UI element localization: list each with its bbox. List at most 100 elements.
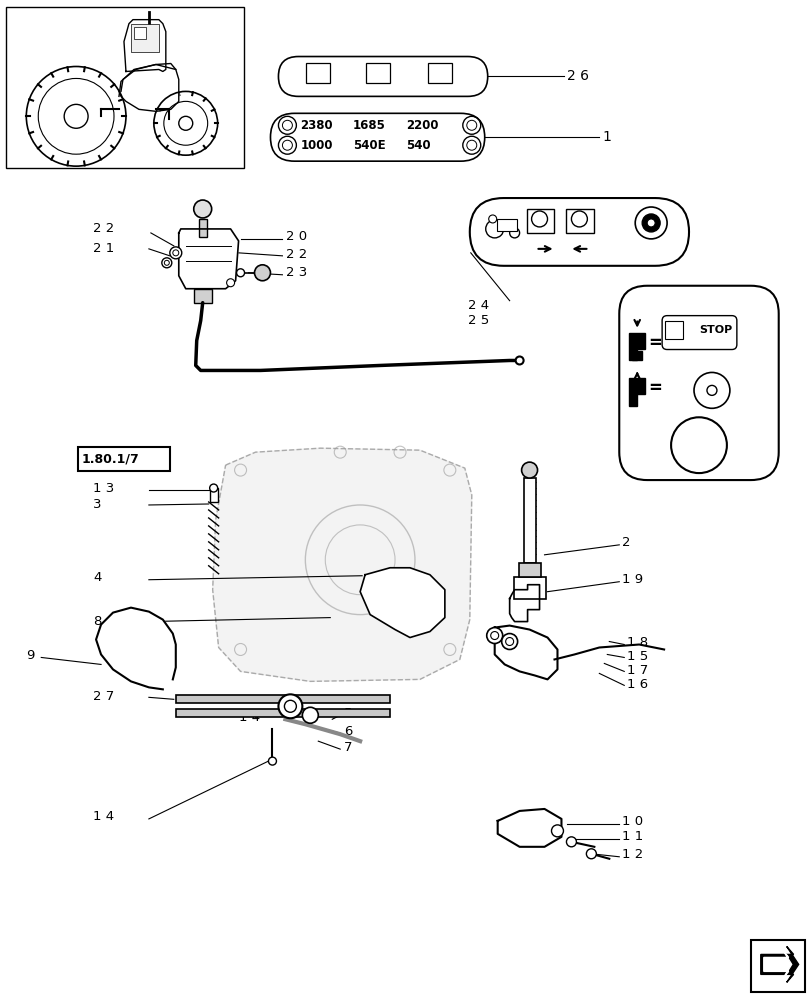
Bar (78, 447, 169, 471)
Polygon shape (497, 809, 560, 847)
Bar (209, 488, 217, 502)
Text: 2 3: 2 3 (286, 266, 307, 279)
Text: 2380: 2380 (300, 119, 333, 132)
Circle shape (642, 214, 659, 232)
Text: 3: 3 (93, 498, 101, 511)
Text: 2 7: 2 7 (93, 690, 114, 703)
Text: 1 4: 1 4 (238, 711, 260, 724)
Text: 1000: 1000 (309, 77, 327, 83)
Text: 8: 8 (93, 615, 101, 628)
Circle shape (169, 247, 182, 259)
Text: 2 2: 2 2 (286, 248, 307, 261)
Bar (306, 63, 330, 83)
Text: STOP: STOP (698, 325, 732, 335)
Polygon shape (494, 626, 557, 679)
Circle shape (173, 250, 178, 256)
Text: 2200: 2200 (406, 119, 438, 132)
Polygon shape (632, 351, 642, 360)
Text: 1685: 1685 (353, 119, 385, 132)
Circle shape (490, 632, 498, 640)
Circle shape (531, 211, 547, 227)
Text: 540: 540 (406, 139, 430, 152)
Circle shape (521, 462, 537, 478)
Text: =: = (647, 334, 661, 352)
Text: *: * (315, 62, 321, 75)
FancyBboxPatch shape (619, 286, 778, 480)
Polygon shape (119, 63, 178, 111)
Bar (199, 219, 207, 237)
Bar (194, 289, 212, 303)
Text: 1 4: 1 4 (93, 810, 114, 823)
Circle shape (501, 634, 517, 649)
Text: 5: 5 (344, 707, 352, 720)
Circle shape (302, 707, 318, 723)
Text: 6: 6 (344, 725, 352, 738)
Text: 1 8: 1 8 (626, 636, 647, 649)
Bar (496, 219, 516, 231)
Bar (175, 709, 389, 717)
Polygon shape (509, 585, 539, 622)
Bar (526, 209, 554, 233)
Circle shape (278, 694, 302, 718)
Polygon shape (178, 229, 238, 289)
Bar (175, 695, 389, 703)
Text: 2: 2 (621, 536, 630, 549)
Bar (523, 478, 535, 563)
Bar (131, 24, 159, 52)
FancyBboxPatch shape (661, 316, 736, 350)
Circle shape (284, 700, 296, 712)
Circle shape (194, 200, 212, 218)
Circle shape (268, 757, 276, 765)
Bar (566, 209, 594, 233)
Polygon shape (763, 951, 791, 977)
Text: 1000: 1000 (300, 139, 333, 152)
Text: 2 5: 2 5 (467, 314, 488, 327)
Bar (518, 563, 540, 577)
Text: 1 7: 1 7 (626, 664, 648, 677)
Bar (427, 63, 451, 83)
FancyBboxPatch shape (270, 113, 484, 161)
Circle shape (706, 385, 716, 395)
Circle shape (226, 279, 234, 287)
Circle shape (505, 638, 513, 646)
Circle shape (164, 260, 169, 265)
Text: *: * (671, 325, 676, 335)
Text: 7: 7 (344, 741, 352, 754)
Text: 1 1: 1 1 (621, 830, 642, 843)
Circle shape (209, 484, 217, 492)
Bar (366, 63, 389, 83)
Polygon shape (212, 448, 471, 681)
Text: 1 3: 1 3 (93, 482, 114, 495)
Text: 2 6: 2 6 (567, 69, 589, 83)
Circle shape (670, 417, 726, 473)
Polygon shape (124, 20, 165, 71)
FancyBboxPatch shape (278, 57, 487, 96)
Text: 2 2: 2 2 (93, 222, 114, 235)
Circle shape (486, 628, 502, 644)
Bar (664, 321, 682, 339)
Polygon shape (760, 946, 798, 982)
FancyBboxPatch shape (470, 198, 689, 266)
Bar (6, 7, 243, 168)
Text: 540E: 540E (353, 139, 385, 152)
Text: =: = (647, 379, 661, 397)
Bar (750, 940, 804, 992)
Text: 4: 4 (93, 571, 101, 584)
Circle shape (634, 207, 667, 239)
Text: 1.80.1/7: 1.80.1/7 (81, 453, 139, 466)
Circle shape (693, 372, 729, 408)
Text: 1 0: 1 0 (621, 815, 642, 828)
Text: *: * (576, 214, 583, 228)
Circle shape (646, 219, 654, 227)
Text: 9: 9 (26, 649, 35, 662)
Circle shape (566, 837, 576, 847)
Polygon shape (96, 608, 175, 689)
Circle shape (571, 211, 586, 227)
Polygon shape (360, 568, 444, 638)
Polygon shape (629, 333, 645, 360)
Circle shape (161, 258, 172, 268)
Circle shape (488, 215, 496, 223)
Text: *: * (536, 214, 543, 228)
Text: 1: 1 (602, 130, 611, 144)
Text: 1 5: 1 5 (626, 650, 648, 663)
